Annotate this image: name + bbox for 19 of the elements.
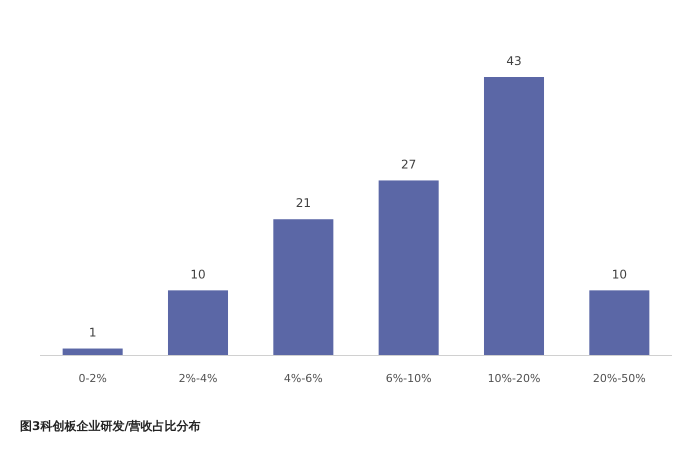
data-label: 1 [88, 326, 96, 340]
bar [168, 290, 228, 355]
x-tick-label: 6%-10% [386, 372, 432, 385]
x-tick-label: 0-2% [78, 372, 107, 385]
data-label: 10 [190, 267, 206, 282]
data-label: 27 [401, 157, 416, 172]
bar [273, 219, 334, 355]
text: 图3科创板企业研发/营收占比分布 [20, 419, 201, 433]
data-label: 10 [612, 267, 627, 282]
bar [378, 180, 439, 355]
x-tick-label: 10%-20% [488, 372, 540, 385]
bar [484, 77, 544, 355]
bar [62, 348, 123, 355]
bar [589, 290, 650, 355]
data-label: 43 [506, 54, 522, 68]
x-tick-label: 2%-4% [178, 372, 218, 385]
x-tick-label: 4%-6% [284, 372, 323, 385]
data-label: 21 [296, 196, 311, 210]
x-tick-label: 20%-50% [592, 372, 646, 385]
